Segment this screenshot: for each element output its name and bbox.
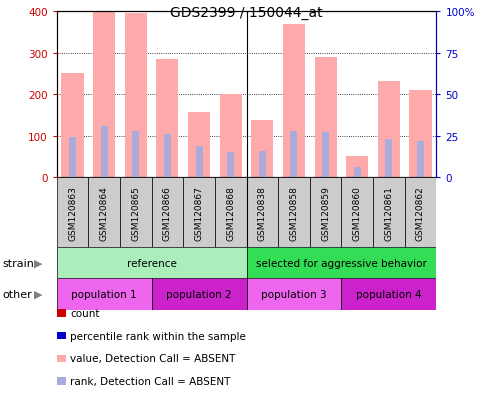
Bar bbox=[120, 178, 152, 248]
Text: population 2: population 2 bbox=[166, 289, 232, 299]
Bar bbox=[188, 113, 210, 178]
Text: population 1: population 1 bbox=[71, 289, 137, 299]
Bar bbox=[278, 178, 310, 248]
Bar bbox=[386, 140, 392, 178]
Bar bbox=[315, 58, 337, 178]
Bar bbox=[259, 151, 266, 178]
Bar bbox=[164, 135, 171, 178]
Bar bbox=[93, 12, 115, 178]
Bar bbox=[405, 178, 436, 248]
Bar bbox=[152, 279, 246, 310]
Bar bbox=[341, 279, 436, 310]
Text: GSM120858: GSM120858 bbox=[289, 185, 298, 240]
Bar bbox=[101, 126, 107, 178]
Text: percentile rank within the sample: percentile rank within the sample bbox=[70, 331, 246, 341]
Bar bbox=[156, 60, 178, 178]
Bar bbox=[354, 168, 361, 178]
Bar bbox=[62, 74, 84, 178]
Bar bbox=[322, 133, 329, 178]
Text: strain: strain bbox=[2, 258, 35, 268]
Text: reference: reference bbox=[127, 258, 176, 268]
Bar bbox=[88, 178, 120, 248]
Bar bbox=[346, 157, 368, 178]
Bar bbox=[57, 279, 152, 310]
Text: GSM120866: GSM120866 bbox=[163, 185, 172, 240]
Bar bbox=[283, 25, 305, 178]
Bar bbox=[69, 138, 76, 178]
Bar bbox=[219, 95, 242, 178]
Bar bbox=[246, 248, 436, 279]
Text: rank, Detection Call = ABSENT: rank, Detection Call = ABSENT bbox=[70, 376, 231, 386]
Bar bbox=[132, 131, 139, 178]
Bar bbox=[215, 178, 246, 248]
Text: GSM120867: GSM120867 bbox=[195, 185, 204, 240]
Bar bbox=[57, 178, 88, 248]
Text: value, Detection Call = ABSENT: value, Detection Call = ABSENT bbox=[70, 354, 236, 363]
Bar bbox=[183, 178, 215, 248]
Bar bbox=[310, 178, 341, 248]
Text: selected for aggressive behavior: selected for aggressive behavior bbox=[256, 258, 427, 268]
Text: ▶: ▶ bbox=[34, 289, 42, 299]
Text: GSM120868: GSM120868 bbox=[226, 185, 235, 240]
Bar bbox=[227, 153, 234, 178]
Bar bbox=[246, 178, 278, 248]
Text: GSM120860: GSM120860 bbox=[352, 185, 362, 240]
Bar bbox=[152, 178, 183, 248]
Bar bbox=[290, 131, 297, 178]
Bar bbox=[417, 141, 424, 178]
Text: ▶: ▶ bbox=[34, 258, 42, 268]
Bar bbox=[373, 178, 405, 248]
Text: GSM120864: GSM120864 bbox=[100, 185, 108, 240]
Text: count: count bbox=[70, 308, 100, 318]
Bar bbox=[125, 14, 147, 178]
Bar bbox=[251, 121, 274, 178]
Text: GSM120859: GSM120859 bbox=[321, 185, 330, 240]
Text: GSM120865: GSM120865 bbox=[131, 185, 141, 240]
Text: GSM120861: GSM120861 bbox=[385, 185, 393, 240]
Text: GSM120862: GSM120862 bbox=[416, 185, 425, 240]
Bar bbox=[378, 82, 400, 178]
Text: population 4: population 4 bbox=[356, 289, 422, 299]
Bar bbox=[341, 178, 373, 248]
Text: GSM120863: GSM120863 bbox=[68, 185, 77, 240]
Bar bbox=[409, 91, 431, 178]
Bar bbox=[57, 248, 246, 279]
Text: other: other bbox=[2, 289, 32, 299]
Text: population 3: population 3 bbox=[261, 289, 327, 299]
Text: GDS2399 / 150044_at: GDS2399 / 150044_at bbox=[170, 6, 323, 20]
Bar bbox=[246, 279, 341, 310]
Bar bbox=[196, 146, 203, 178]
Text: GSM120838: GSM120838 bbox=[258, 185, 267, 240]
